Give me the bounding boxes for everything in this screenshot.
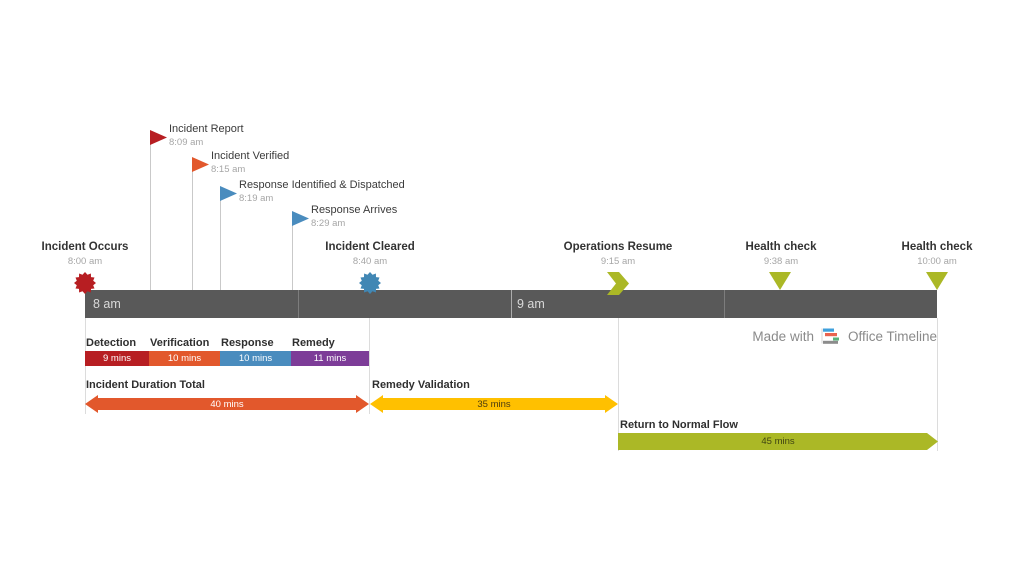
triangle-down-icon [769,272,791,290]
half-hour-tick [724,290,725,318]
milestone-connector-line [292,225,293,290]
task-label-response: Response [221,337,274,349]
double-arrow-shape [370,395,618,413]
task-duration: 40 mins [210,398,244,410]
chevron-right-icon [607,272,629,295]
task-label-remedy-validation: Remedy Validation [372,379,470,391]
task-duration: 10 mins [238,353,273,364]
milestone-title: Incident Cleared [325,241,415,253]
milestone-health-check-1: Health check 9:38 am [681,240,881,268]
milestone-title: Response Arrives [311,204,398,216]
milestone-title: Incident Report [169,123,244,135]
task-duration: 10 mins [167,353,202,364]
milestone-time: 8:15 am [211,164,246,175]
milestone-time: 8:09 am [169,137,204,148]
task-bar-response: 10 mins [220,351,291,366]
task-duration: 35 mins [477,398,511,410]
task-label-verification: Verification [150,337,210,349]
task-bar-return-to-normal-flow: 45 mins [618,433,938,450]
milestone-connector-line [192,171,193,290]
task-duration: 45 mins [761,436,795,447]
timescale-label-9am: 9 am [517,297,545,311]
milestone-time: 8:40 am [352,256,388,267]
milestone-incident-report: Incident Report 8:09 am [169,122,244,149]
gridline [937,318,938,451]
milestone-connector-line [150,144,151,290]
milestone-time: 8:29 am [311,218,346,229]
milestone-time: 9:15 am [600,256,636,267]
task-bar-remedy: 11 mins [291,351,369,366]
gridline [618,318,619,451]
milestone-operations-resume: Operations Resume 9:15 am [518,240,718,268]
timescale-band: 8 am 9 am [85,290,937,318]
milestone-title: Operations Resume [563,241,673,253]
milestone-time: 10:00 am [917,256,957,267]
starburst-icon [74,272,96,294]
flag-icon [192,157,209,172]
milestone-response-identified: Response Identified & Dispatched 8:19 am [239,178,405,205]
starburst-icon [359,272,381,294]
milestone-incident-cleared: Incident Cleared 8:40 am [270,240,470,268]
gridline [85,318,86,414]
triangle-down-icon [926,272,948,290]
milestone-title: Response Identified & Dispatched [239,179,405,191]
task-duration: 9 mins [103,353,131,364]
milestone-time: 9:38 am [763,256,799,267]
task-bar-detection: 9 mins [85,351,149,366]
task-bar-verification: 10 mins [149,351,220,366]
flag-icon [292,211,309,226]
milestone-title: Health check [745,241,817,253]
office-timeline-branding[interactable]: Made with Office Timeline [752,328,937,344]
milestone-response-arrives: Response Arrives 8:29 am [311,203,397,230]
made-with-label: Made with [752,328,814,344]
half-hour-tick [298,290,299,318]
flag-icon [220,186,237,201]
timescale-label-8am: 8 am [93,297,121,311]
flag-icon [150,130,167,145]
double-arrow-shape [85,395,369,413]
milestone-incident-verified: Incident Verified 8:15 am [211,149,289,176]
milestone-title: Incident Occurs [41,241,129,253]
milestone-incident-occurs: Incident Occurs 8:00 am [0,240,185,268]
task-label-remedy: Remedy [292,337,335,349]
milestone-time: 8:19 am [239,193,274,204]
task-bar-incident-duration-total: 40 mins [85,395,369,413]
right-arrow-shape [618,433,938,450]
milestone-connector-line [220,200,221,290]
hour-divider [511,290,512,318]
office-timeline-logo-icon [821,328,839,344]
task-duration: 11 mins [313,353,347,364]
brand-name: Office Timeline [847,328,937,344]
gridline [369,318,370,414]
task-label-incident-duration-total: Incident Duration Total [86,379,205,391]
task-bar-remedy-validation: 35 mins [370,395,618,413]
milestone-title: Health check [901,241,973,253]
task-label-return-to-normal-flow: Return to Normal Flow [620,419,738,431]
milestone-time: 8:00 am [67,256,103,267]
task-label-detection: Detection [86,337,137,349]
milestone-title: Incident Verified [211,150,290,162]
milestone-health-check-2: Health check 10:00 am [837,240,1024,268]
